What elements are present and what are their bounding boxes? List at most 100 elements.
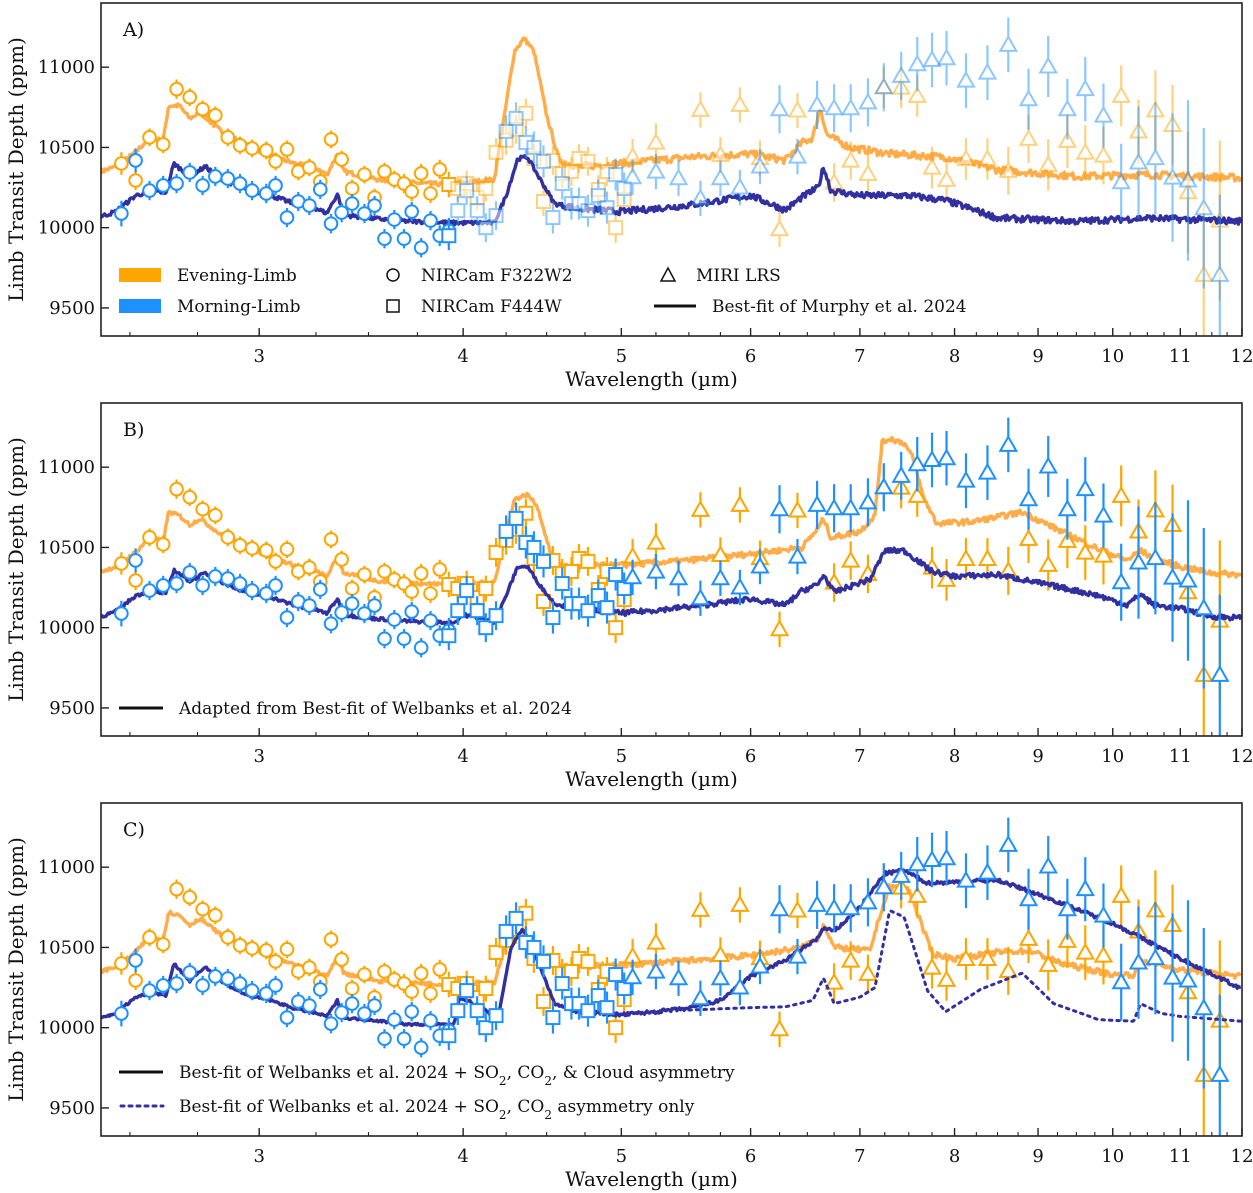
nircam_f444w-morning-point [599,591,615,624]
data-marker-circle [404,984,419,999]
data-marker-square [554,576,570,592]
nircam_f322w2-morning-point [344,193,360,214]
legend-subscript: 2 [499,1074,507,1088]
nircam_f322w2-evening-point [220,928,236,947]
nircam_f322w2-morning-point [244,580,260,601]
data-marker-triangle [998,834,1019,852]
miri_lrs-evening-point [1038,939,1058,991]
nircam_f444w-morning-point [535,545,551,578]
data-marker-triangle [710,968,731,986]
data-marker-square [535,553,551,569]
legend-label: MIRI LRS [696,266,781,286]
data-marker-circle [413,566,429,581]
miri_lrs-morning-point [874,863,894,912]
nircam_f322w2-morning-point [367,595,382,616]
data-marker-square [590,588,606,604]
data-marker-circle [334,1005,349,1020]
legend-entry: Evening-Limb [119,266,297,286]
legend: Evening-Limb NIRCam F322W2 MIRI LRS Morning… [119,266,967,317]
data-marker-triangle [1145,948,1166,966]
miri_lrs-morning-point [787,138,808,175]
data-marker-triangle [874,77,894,95]
nircam_f322w2-evening-point [377,562,392,581]
x-axis-label: Wavelength (µm) [565,1167,738,1191]
data-marker-triangle [956,948,976,966]
miri_lrs-morning-point [998,417,1019,473]
nircam_f322w2-morning-point [195,175,210,196]
nircam_f322w2-morning-point [334,602,349,623]
data-marker-triangle [936,848,957,866]
data-marker-square [450,203,466,219]
x-tick-label: 8 [949,1146,960,1167]
nircam_f444w-evening-point [535,587,551,616]
y-tick-label: 10500 [38,137,95,158]
data-marker-circle [142,930,157,945]
data-marker-triangle [1111,85,1131,103]
miri_lrs-evening-point [787,892,808,929]
nircam_f444w-morning-point [508,902,524,935]
nircam_f322w2-morning-point [413,1038,429,1058]
nircam_f322w2-evening-point [142,528,157,547]
data-marker-triangle [710,568,731,586]
data-marker-triangle [787,100,808,118]
miri_lrs-evening-point [730,87,750,123]
nircam_f444w-morning-point [478,613,494,643]
nircam_f444w-morning-point [478,1013,494,1043]
data-marker-square [469,1003,485,1019]
data-marker-circle [312,582,328,597]
data-marker-square [580,1003,596,1019]
nircam_f322w2-evening-point [302,958,317,977]
nircam_f322w2-evening-point [357,965,372,984]
legend-label: Best-fit of Welbanks et al. 2024 + SO2, … [179,1063,735,1088]
model-line-morning [101,546,1242,626]
data-marker-circle [344,181,360,196]
miri_lrs-morning-point [1194,128,1214,289]
nircam_f322w2-morning-point [396,229,412,249]
x-tick-label: 3 [253,346,264,367]
y-tick-label: 10000 [38,1018,95,1039]
panel-a: 3 4 5 6 7 8 9 10 11 12 9500 10000 10500 11000 Waveleng… [4,2,1253,391]
legend-label: NIRCam F444W [421,297,562,317]
nircam_f444w-evening-point [608,612,624,643]
data-marker-circle [169,81,184,97]
nircam_f322w2-morning-point [312,179,328,200]
nircam_f322w2-morning-point [404,201,419,222]
legend-subscript: 2 [544,1108,552,1122]
data-marker-circle [432,962,448,977]
nircam_f444w-morning-point [608,958,624,991]
data-marker-circle [344,996,360,1011]
data-marker-triangle [977,462,998,480]
miri_lrs-morning-point [891,451,911,500]
data-marker-triangle [1178,970,1198,988]
nircam_f444w-morning-point [554,567,570,600]
data-marker-square [498,923,514,939]
data-marker-circle [128,173,143,188]
nircam_f322w2-evening-point [142,128,157,147]
miri_lrs-morning-point [1038,36,1058,98]
nircam_f322w2-morning-point [169,173,184,194]
legend: Adapted from Best-fit of Welbanks et al.… [119,699,572,719]
nircam_f322w2-morning-point [387,1010,402,1030]
x-tick-label: 5 [616,346,627,367]
nircam_f322w2-morning-point [302,995,317,1016]
data-marker-triangle [956,870,976,888]
nircam_f322w2-evening-point [155,535,171,554]
data-marker-square [608,620,624,636]
nircam_f444w-evening-point [488,137,504,167]
legend-label: Best-fit of Welbanks et al. 2024 + SO2, … [179,1097,695,1122]
miri_lrs-morning-point [710,560,731,596]
data-marker-triangle [769,219,790,237]
legend-label-part: , & Cloud asymmetry [552,1063,735,1083]
y-tick-label: 10500 [38,937,95,958]
data-marker-triangle [858,92,878,110]
miri_lrs-evening-point [1111,865,1131,927]
x-tick-label: 6 [745,746,756,767]
data-marker-triangle [936,48,957,66]
data-marker-circle [279,142,295,157]
data-marker-triangle [1162,167,1183,185]
data-marker-triangle [936,448,957,466]
data-marker-circle [357,606,372,621]
data-marker-triangle [936,169,957,187]
miri_lrs-morning-point [874,63,894,112]
nircam_f322w2-morning-point [312,979,328,1000]
